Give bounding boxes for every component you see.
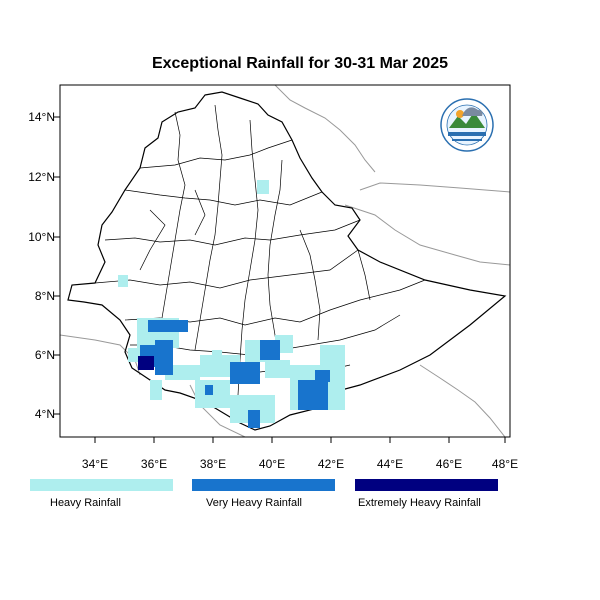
country-outline bbox=[67, 91, 507, 431]
legend-label-very-heavy: Very Heavy Rainfall bbox=[206, 497, 302, 509]
neighbor-borders bbox=[60, 85, 510, 437]
map-title: Exceptional Rainfall for 30-31 Mar 2025 bbox=[151, 55, 449, 72]
x-tick-labels: 34°E 36°E 38°E 40°E 42°E 44°E 46°E 48°E bbox=[82, 457, 518, 471]
x-tick-label: 36°E bbox=[141, 457, 167, 471]
legend-swatch-heavy bbox=[30, 479, 173, 491]
y-tick-label: 14°N bbox=[28, 110, 55, 124]
y-tick-marks bbox=[54, 116, 60, 415]
x-tick-label: 34°E bbox=[82, 457, 108, 471]
plot-frame bbox=[59, 84, 511, 438]
meteorology-agency-logo-icon bbox=[440, 98, 494, 152]
legend-swatch-extremely-heavy bbox=[355, 479, 498, 491]
y-tick-labels: 4°N 6°N 8°N 10°N 12°N 14°N bbox=[28, 110, 55, 421]
x-tick-label: 48°E bbox=[492, 457, 518, 471]
y-tick-label: 4°N bbox=[35, 407, 55, 421]
legend-label-extremely-heavy: Extremely Heavy Rainfall bbox=[358, 497, 481, 509]
y-tick-label: 8°N bbox=[35, 289, 55, 303]
x-tick-label: 40°E bbox=[259, 457, 285, 471]
region-borders bbox=[94, 104, 426, 396]
y-tick-label: 6°N bbox=[35, 348, 55, 362]
x-tick-label: 38°E bbox=[200, 457, 226, 471]
y-tick-label: 10°N bbox=[28, 230, 55, 244]
x-tick-label: 46°E bbox=[436, 457, 462, 471]
x-tick-marks bbox=[94, 437, 506, 443]
y-tick-label: 12°N bbox=[28, 170, 55, 184]
x-tick-label: 44°E bbox=[377, 457, 403, 471]
rainfall-very-heavy bbox=[140, 320, 330, 428]
legend-label-heavy: Heavy Rainfall bbox=[50, 497, 121, 509]
rainfall-extremely-heavy bbox=[138, 356, 154, 370]
x-tick-label: 42°E bbox=[318, 457, 344, 471]
legend-swatch-very-heavy bbox=[192, 479, 335, 491]
